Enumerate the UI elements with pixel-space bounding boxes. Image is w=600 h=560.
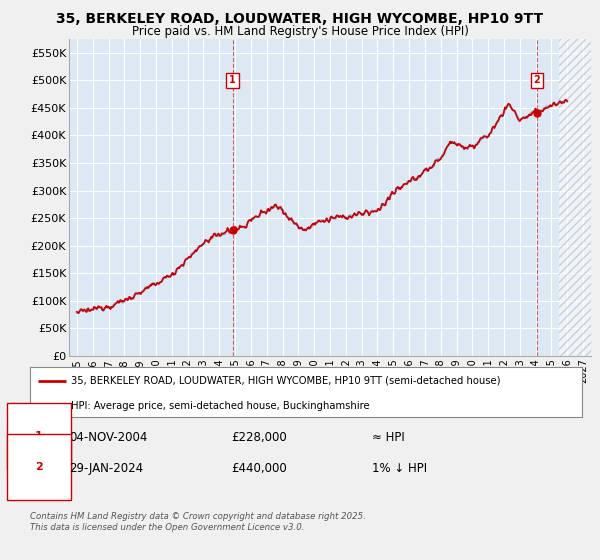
Text: Price paid vs. HM Land Registry's House Price Index (HPI): Price paid vs. HM Land Registry's House … <box>131 25 469 38</box>
Text: 35, BERKELEY ROAD, LOUDWATER, HIGH WYCOMBE, HP10 9TT: 35, BERKELEY ROAD, LOUDWATER, HIGH WYCOM… <box>56 12 544 26</box>
Text: 29-JAN-2024: 29-JAN-2024 <box>69 462 143 475</box>
Text: £440,000: £440,000 <box>231 462 287 475</box>
Text: Contains HM Land Registry data © Crown copyright and database right 2025.
This d: Contains HM Land Registry data © Crown c… <box>30 512 366 532</box>
Text: 2: 2 <box>35 462 43 472</box>
Text: 1: 1 <box>229 76 236 86</box>
Text: £228,000: £228,000 <box>231 431 287 444</box>
Text: 35, BERKELEY ROAD, LOUDWATER, HIGH WYCOMBE, HP10 9TT (semi-detached house): 35, BERKELEY ROAD, LOUDWATER, HIGH WYCOM… <box>71 376 501 386</box>
Polygon shape <box>559 39 591 356</box>
Text: 2: 2 <box>533 76 540 86</box>
Text: 1% ↓ HPI: 1% ↓ HPI <box>372 462 427 475</box>
Text: 04-NOV-2004: 04-NOV-2004 <box>69 431 148 444</box>
Text: HPI: Average price, semi-detached house, Buckinghamshire: HPI: Average price, semi-detached house,… <box>71 401 370 411</box>
Text: 1: 1 <box>35 431 43 441</box>
Text: ≈ HPI: ≈ HPI <box>372 431 405 444</box>
